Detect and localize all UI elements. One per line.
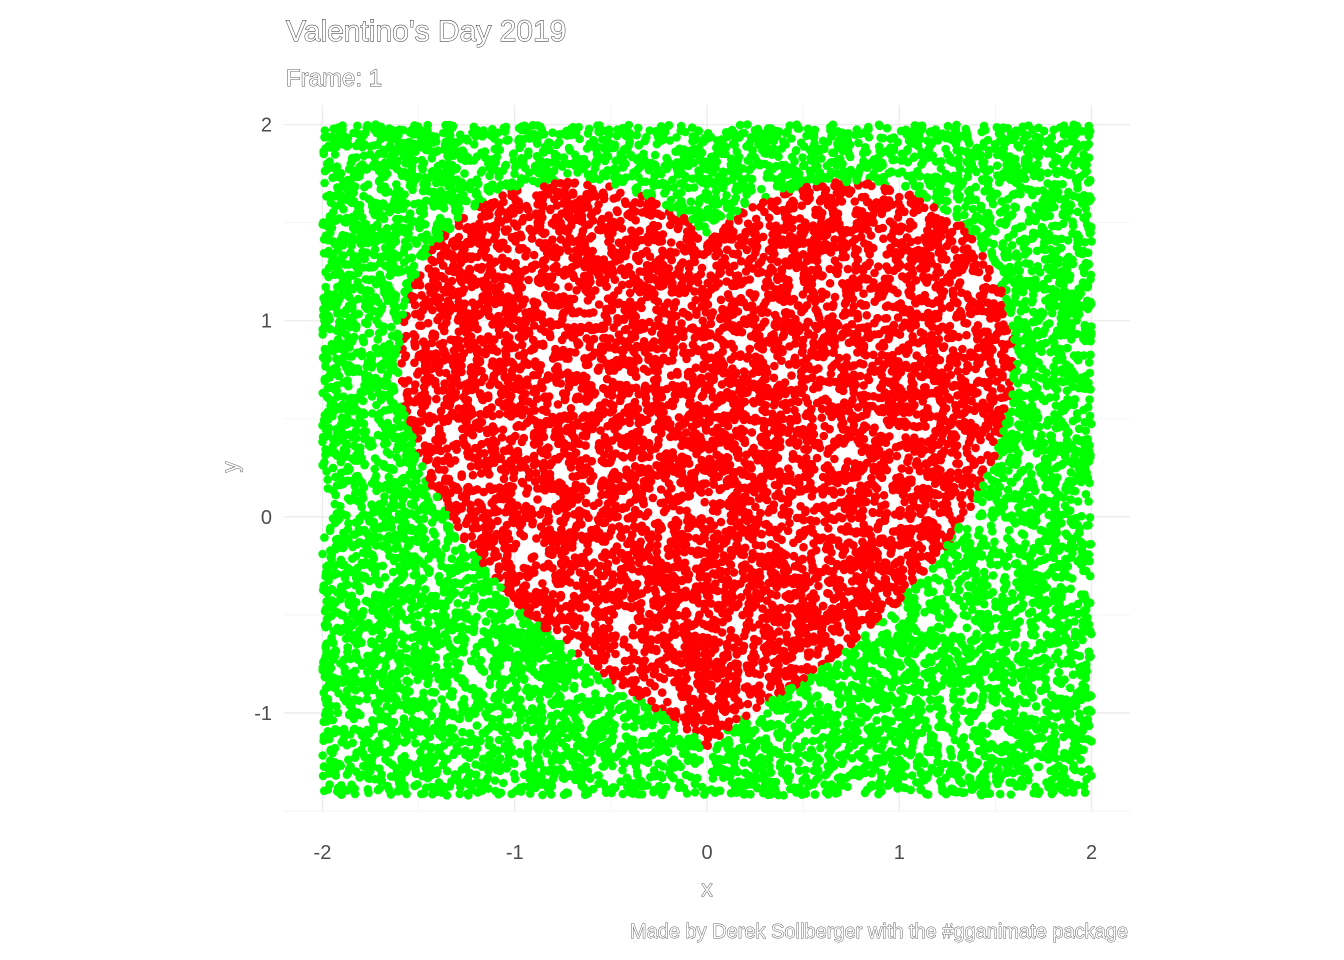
data-point	[672, 133, 681, 142]
data-point	[882, 123, 892, 133]
data-point	[755, 670, 765, 679]
data-point	[843, 264, 853, 274]
data-point	[690, 779, 700, 789]
data-point	[447, 554, 457, 563]
data-point	[620, 197, 630, 206]
data-point	[1069, 733, 1079, 743]
data-point	[908, 257, 917, 267]
data-point	[921, 422, 930, 431]
data-point	[686, 197, 696, 206]
data-point	[510, 774, 520, 784]
data-point	[978, 251, 987, 261]
data-point	[925, 128, 935, 137]
data-point	[916, 532, 925, 541]
data-point	[509, 473, 518, 483]
data-point	[319, 717, 329, 727]
data-point	[423, 618, 433, 627]
data-point	[904, 465, 914, 475]
data-point	[494, 735, 504, 745]
data-point	[495, 409, 504, 419]
data-point	[862, 311, 871, 320]
data-point	[1068, 574, 1077, 583]
data-points	[318, 120, 1096, 800]
data-point	[743, 120, 752, 129]
data-point	[676, 121, 686, 131]
data-point	[529, 250, 539, 260]
data-point	[762, 368, 772, 377]
data-point	[731, 193, 741, 203]
data-point	[571, 348, 580, 357]
data-point	[555, 412, 565, 421]
data-point	[936, 246, 945, 256]
data-point	[597, 490, 606, 500]
data-point	[648, 493, 658, 503]
data-point	[942, 196, 952, 206]
data-point	[988, 571, 998, 580]
data-point	[542, 375, 552, 384]
data-point	[983, 273, 992, 283]
data-point	[397, 359, 407, 368]
data-point	[735, 120, 745, 130]
data-point	[1043, 168, 1052, 178]
data-point	[962, 330, 971, 340]
data-point	[978, 260, 988, 269]
data-point	[697, 263, 707, 273]
data-point	[371, 343, 381, 353]
data-point	[681, 770, 691, 780]
data-point	[490, 776, 500, 785]
data-point	[1010, 640, 1020, 650]
data-point	[882, 314, 892, 323]
data-point	[542, 749, 552, 758]
data-point	[665, 136, 675, 145]
data-point	[437, 695, 447, 704]
data-point	[498, 191, 508, 200]
data-point	[432, 394, 441, 404]
data-point	[825, 279, 835, 288]
data-point	[1073, 207, 1082, 217]
data-point	[458, 433, 468, 443]
data-point	[962, 524, 972, 534]
data-point	[739, 367, 749, 376]
data-point	[610, 720, 619, 730]
data-point	[692, 306, 701, 316]
data-point	[810, 790, 820, 799]
data-point	[386, 397, 396, 406]
data-point	[736, 257, 746, 266]
data-point	[503, 244, 512, 254]
chart-title: Valentino's Day 2019	[286, 15, 566, 48]
data-point	[890, 614, 900, 624]
data-point	[538, 790, 547, 800]
data-point	[341, 260, 350, 269]
data-point	[1074, 424, 1084, 434]
data-point	[411, 739, 420, 748]
data-point	[468, 540, 478, 550]
data-point	[966, 502, 975, 512]
data-point	[1064, 170, 1074, 180]
data-point	[904, 475, 914, 485]
data-point	[687, 348, 696, 358]
data-point	[519, 213, 528, 223]
data-point	[498, 425, 508, 435]
data-point	[1012, 782, 1021, 791]
data-point	[627, 171, 637, 181]
data-point	[418, 462, 427, 471]
chart-subtitle: Frame: 1	[286, 65, 382, 92]
data-point	[901, 182, 910, 191]
data-point	[748, 203, 757, 212]
data-point	[818, 472, 828, 482]
data-point	[1084, 121, 1094, 131]
data-point	[468, 470, 478, 480]
data-point	[612, 542, 622, 551]
data-point	[524, 275, 533, 285]
data-point	[742, 711, 751, 721]
data-point	[879, 491, 889, 500]
data-point	[419, 688, 428, 698]
data-point	[427, 255, 437, 265]
